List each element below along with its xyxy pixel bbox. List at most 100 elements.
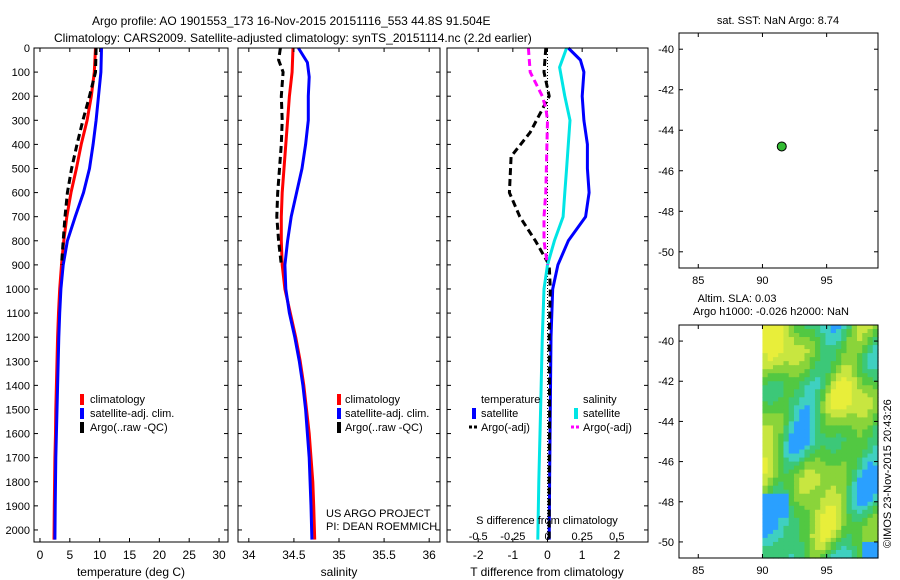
heatmap-cell [793, 437, 800, 443]
heatmap-cell [788, 473, 795, 479]
heatmap-cell [788, 397, 795, 402]
heatmap-cell [862, 541, 869, 547]
heatmap-cell [762, 357, 769, 362]
heatmap-cell [793, 385, 800, 390]
heatmap-cell [856, 449, 863, 455]
heatmap-cell [872, 489, 879, 495]
heatmap-cell [846, 525, 853, 531]
heatmap-cell [851, 521, 858, 527]
heatmap-cell [809, 405, 816, 410]
legend-swatch-argo [80, 422, 84, 433]
heatmap-cell [820, 385, 827, 390]
heatmap-cell [820, 437, 827, 443]
heatmap-cell [835, 377, 842, 382]
heatmap-cell [851, 509, 858, 515]
heatmap-cell [846, 445, 853, 451]
heatmap-cell [783, 325, 790, 330]
heatmap-cell [856, 501, 863, 507]
heatmap-cell [820, 405, 827, 410]
heatmap-cell [778, 409, 785, 414]
heatmap-cell [772, 497, 779, 503]
heatmap-cell [783, 533, 790, 539]
heatmap-cell [814, 325, 821, 330]
heatmap-cell [856, 537, 863, 543]
heatmap-cell [825, 501, 832, 507]
heatmap-cell [793, 357, 800, 362]
heatmap-cell [846, 361, 853, 366]
heatmap-cell [856, 389, 863, 394]
heatmap-cell [856, 405, 863, 410]
heatmap-cell [872, 353, 879, 358]
heatmap-cell [856, 385, 863, 390]
heatmap-cell [851, 457, 858, 463]
heatmap-cell [825, 441, 832, 447]
series-line-3 [526, 47, 549, 266]
heatmap-cell [793, 469, 800, 475]
heatmap-cell [835, 477, 842, 483]
heatmap-cell [778, 533, 785, 539]
heatmap-cell [841, 505, 848, 511]
heatmap-cell [783, 545, 790, 551]
heatmap-cell [835, 413, 842, 418]
heatmap-cell [767, 457, 774, 463]
heatmap-cell [814, 357, 821, 362]
heatmap-cell [804, 505, 811, 511]
heatmap-cell [825, 529, 832, 535]
heatmap-cell [872, 365, 879, 370]
heatmap-cell [830, 445, 837, 451]
heatmap-cell [778, 373, 785, 378]
heatmap-cell [867, 501, 874, 507]
heatmap-cell [867, 425, 874, 431]
heatmap-cell [767, 469, 774, 475]
lon-tick-label: 95 [821, 275, 833, 287]
t-difference-xlabel: T difference from climatology [470, 565, 624, 579]
heatmap-cell [814, 397, 821, 402]
heatmap-cell [809, 461, 816, 467]
heatmap-cell [772, 397, 779, 402]
lat-tick-label: -44 [658, 416, 674, 428]
heatmap-cell [841, 501, 848, 507]
heatmap-cell [772, 385, 779, 390]
heatmap-cell [814, 429, 821, 435]
heatmap-cell [841, 413, 848, 418]
heatmap-cell [793, 453, 800, 459]
heatmap-cell [788, 381, 795, 386]
heatmap-cell [762, 545, 769, 551]
heatmap-cell [762, 337, 769, 342]
heatmap-cell [793, 381, 800, 386]
heatmap-cell [867, 465, 874, 471]
heatmap-cell [872, 493, 879, 499]
heatmap-cell [862, 485, 869, 491]
heatmap-cell [825, 505, 832, 511]
heatmap-cell [825, 345, 832, 350]
heatmap-cell [872, 553, 879, 559]
heatmap-cell [846, 369, 853, 374]
heatmap-cell [851, 477, 858, 483]
heatmap-cell [762, 377, 769, 382]
lon-tick-label: 90 [756, 275, 768, 287]
depth-tick-label: 2000 [6, 525, 30, 537]
heatmap-cell [846, 393, 853, 398]
lat-tick-label: -46 [658, 166, 674, 178]
heatmap-cell [772, 513, 779, 519]
heatmap-cell [820, 433, 827, 439]
heatmap-cell [820, 489, 827, 495]
heatmap-cell [825, 457, 832, 463]
heatmap-cell [846, 473, 853, 479]
heatmap-cell [820, 521, 827, 527]
heatmap-cell [762, 401, 769, 406]
heatmap-cell [830, 393, 837, 398]
heatmap-cell [793, 341, 800, 346]
heatmap-cell [867, 513, 874, 519]
heatmap-cell [825, 421, 832, 427]
heatmap-cell [783, 541, 790, 547]
heatmap-cell [772, 329, 779, 334]
heatmap-cell [783, 497, 790, 503]
sla-map-frame [678, 324, 879, 559]
heatmap-cell [767, 333, 774, 338]
heatmap-cell [825, 513, 832, 519]
heatmap-cell [788, 361, 795, 366]
heatmap-cell [835, 517, 842, 523]
series-line-2 [60, 47, 98, 266]
heatmap-cell [825, 337, 832, 342]
